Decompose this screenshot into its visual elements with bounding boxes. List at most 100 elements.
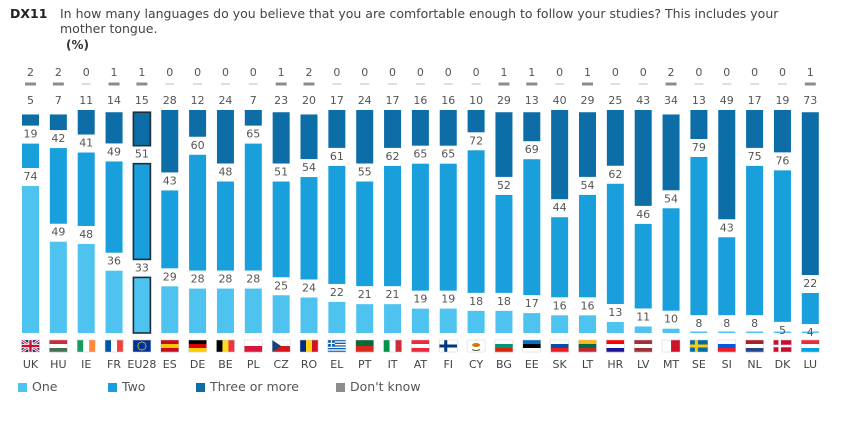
category-label-cy: CY — [469, 358, 483, 371]
label-dont-know-mt: 2 — [668, 66, 675, 79]
label-dont-know-si: 0 — [723, 66, 730, 79]
flag-sk-icon — [550, 339, 569, 353]
bar-dont-know-si — [722, 83, 732, 85]
bar-two-it — [384, 165, 402, 287]
bar-dont-know-se — [694, 83, 704, 85]
flag-si-icon — [717, 339, 736, 353]
bar-dont-know-el — [332, 83, 342, 85]
category-label-ee: EE — [525, 358, 539, 371]
label-dont-know-sk: 0 — [556, 66, 563, 79]
bar-one-at — [411, 308, 429, 333]
bar-one-dk — [773, 331, 791, 333]
label-two-lt: 54 — [581, 179, 595, 192]
flag-se-icon — [689, 339, 709, 353]
bar-one-el — [328, 301, 346, 333]
bar-three-fi — [439, 110, 457, 146]
label-three-cz: 23 — [274, 94, 288, 107]
bar-three-be — [216, 110, 234, 164]
bar-three-pl — [244, 110, 262, 126]
bar-dont-know-sk — [555, 83, 565, 85]
label-dont-know-es: 0 — [166, 66, 173, 79]
flag-el-icon — [327, 339, 347, 353]
flag-it-icon — [383, 339, 402, 353]
category-label-hr: HR — [607, 358, 623, 371]
bar-two-nl — [746, 165, 764, 316]
label-three-ie: 11 — [79, 94, 93, 107]
label-three-el: 17 — [330, 94, 344, 107]
label-one-es: 29 — [163, 270, 177, 283]
bar-two-cy — [467, 150, 485, 293]
bar-three-se — [690, 110, 708, 139]
bar-dont-know-nl — [750, 83, 760, 85]
label-one-ee: 17 — [525, 297, 539, 310]
label-dont-know-el: 0 — [333, 66, 340, 79]
bar-one-nl — [746, 331, 764, 333]
bar-two-de — [189, 154, 207, 271]
bar-dont-know-pl — [248, 83, 258, 85]
bar-one-pl — [244, 288, 262, 333]
label-two-at: 65 — [413, 148, 427, 161]
label-one-ro: 24 — [302, 281, 316, 294]
bar-two-lt — [579, 194, 596, 298]
label-two-mt: 54 — [664, 192, 678, 205]
question-text: In how many languages do you believe tha… — [60, 6, 779, 36]
label-three-it: 17 — [386, 94, 400, 107]
bar-two-pl — [244, 143, 262, 271]
bar-one-ro — [300, 297, 318, 333]
legend-swatch-three — [196, 383, 205, 392]
bar-dont-know-dk — [777, 83, 787, 85]
label-three-lv: 43 — [636, 94, 650, 107]
bar-one-de — [189, 288, 207, 333]
flag-be-icon — [216, 339, 235, 353]
bar-two-se — [690, 156, 708, 316]
bar-dont-know-hr — [610, 83, 620, 85]
bar-one-cz — [272, 295, 290, 333]
label-two-sk: 44 — [553, 201, 567, 214]
bar-one-se — [690, 331, 708, 333]
bar-dont-know-bg — [498, 82, 510, 86]
legend-swatch-dont-know — [336, 383, 345, 392]
flag-uk-icon — [20, 338, 41, 354]
bar-dont-know-lt — [582, 82, 593, 86]
label-three-se: 13 — [692, 94, 706, 107]
legend-item-dont-know: Don't know — [336, 379, 421, 394]
category-label-ie: IE — [81, 358, 91, 371]
label-three-eu28: 15 — [135, 94, 149, 107]
bar-three-sk — [551, 110, 569, 200]
bar-one-it — [384, 304, 402, 333]
label-one-pl: 28 — [246, 273, 260, 286]
label-dont-know-cz: 1 — [278, 66, 285, 79]
label-dont-know-fr: 1 — [111, 66, 118, 79]
label-two-nl: 75 — [748, 150, 762, 163]
bar-dont-know-cz — [275, 82, 287, 86]
label-two-cy: 72 — [469, 134, 483, 147]
bar-two-lu — [801, 293, 819, 325]
label-three-at: 16 — [413, 94, 427, 107]
category-label-dk: DK — [775, 358, 791, 371]
category-label-pt: PT — [358, 358, 372, 371]
flag-bg-icon — [494, 339, 514, 353]
label-one-se: 8 — [695, 317, 702, 330]
flag-pt-icon — [355, 339, 374, 353]
label-three-fi: 16 — [441, 94, 455, 107]
legend-label-one: One — [32, 379, 58, 394]
flag-de-icon — [188, 339, 207, 353]
label-one-lt: 16 — [581, 299, 595, 312]
bar-dont-know-es — [165, 83, 175, 85]
label-dont-know-at: 0 — [417, 66, 424, 79]
label-dont-know-be: 0 — [222, 66, 229, 79]
bar-three-eu28 — [132, 111, 152, 147]
label-one-fi: 19 — [441, 293, 455, 306]
category-label-el: EL — [330, 358, 344, 371]
bar-three-it — [384, 110, 402, 148]
bar-dont-know-ie — [81, 83, 91, 85]
bar-three-fr — [105, 112, 123, 144]
bar-dont-know-hu — [52, 82, 64, 86]
label-dont-know-pt: 0 — [361, 66, 368, 79]
category-label-be: BE — [218, 358, 233, 371]
bar-two-lv — [634, 223, 652, 309]
bar-two-si — [718, 237, 736, 316]
bar-two-hu — [49, 148, 67, 224]
label-two-se: 79 — [692, 141, 706, 154]
bar-dont-know-lv — [638, 83, 648, 85]
